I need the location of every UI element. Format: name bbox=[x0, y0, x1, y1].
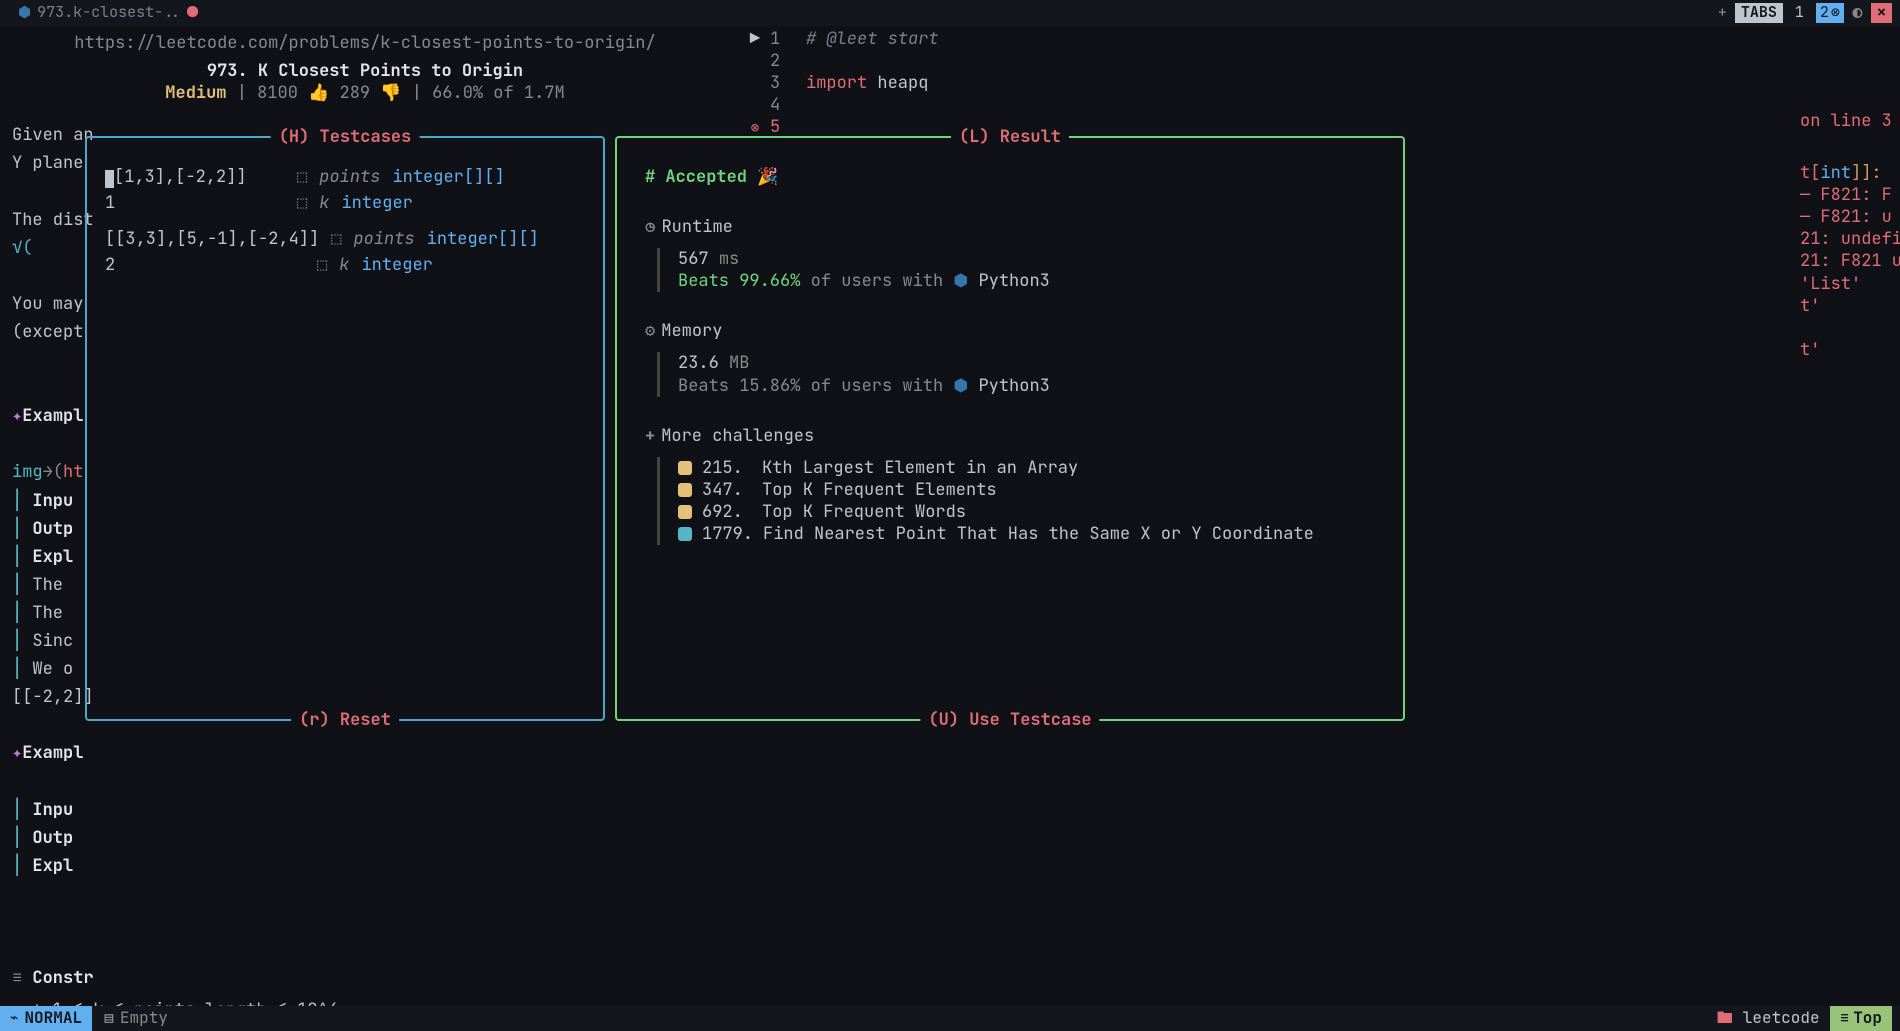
theme-toggle-icon[interactable]: ◐ bbox=[1852, 1, 1863, 24]
testcases-title: (H) Testcases bbox=[271, 126, 420, 148]
result-title: (L) Result bbox=[951, 126, 1069, 148]
memory-icon: ⚙ bbox=[645, 320, 655, 342]
result-panel: (L) Result # Accepted 🎉 ◷Runtime 567 ms … bbox=[615, 136, 1405, 721]
runtime-icon: ◷ bbox=[645, 216, 655, 238]
tab-2-close-icon[interactable]: ⊗ bbox=[1831, 3, 1840, 23]
constraint-1: * 1 ≤ k ≤ points.length ≤ 10^4 bbox=[32, 999, 718, 1006]
status-file: ▤ Empty bbox=[92, 1008, 180, 1029]
python-icon: ⬢ bbox=[953, 375, 978, 397]
testcase-1-k: 1 bbox=[105, 192, 285, 214]
runtime-beats: 99.66% bbox=[739, 270, 800, 292]
cursor-position: ≡ Top bbox=[1830, 1006, 1892, 1031]
error-icon: ⊗ bbox=[740, 119, 770, 137]
plus-icon: + bbox=[645, 425, 655, 447]
testcase-2[interactable]: [[3,3],[5,-1],[-2,4]] ⬚ points integer[]… bbox=[105, 228, 585, 276]
testcase-1[interactable]: [1,3],[-2,2]] ⬚ points integer[][] 1 ⬚ k… bbox=[105, 166, 585, 214]
tabs-label: TABS bbox=[1735, 3, 1783, 23]
close-button[interactable]: ✕ bbox=[1871, 3, 1892, 23]
runtime-value: 567 bbox=[678, 248, 709, 270]
python-icon: ⬢ bbox=[18, 3, 31, 23]
more-challenges-list: 215. Kth Largest Element in an Array 347… bbox=[657, 457, 1375, 545]
cube-icon: ⬚ bbox=[297, 192, 307, 214]
thumbs-up-icon: 👍 bbox=[308, 82, 329, 104]
status-line: ⌁ NORMAL ▤ Empty 🖿 leetcode ≡ Top bbox=[0, 1006, 1900, 1031]
testcase-2-points: [[3,3],[5,-1],[-2,4]] bbox=[105, 228, 319, 250]
difficulty-dot-icon bbox=[678, 461, 692, 475]
run-icon[interactable]: ▶ bbox=[740, 28, 770, 50]
position-icon: ≡ bbox=[1840, 1008, 1850, 1029]
problem-url: https://leetcode.com/problems/k-closest-… bbox=[12, 32, 718, 54]
lightbulb-icon: ✦ bbox=[12, 742, 22, 764]
thumbs-down-icon: 👎 bbox=[380, 82, 401, 104]
challenge-item[interactable]: 1779. Find Nearest Point That Has the Sa… bbox=[678, 523, 1375, 545]
modified-dot-icon: ● bbox=[187, 1, 198, 24]
cube-icon: ⬚ bbox=[331, 228, 341, 250]
new-tab-button[interactable]: + bbox=[1718, 3, 1727, 23]
tab-bar: ⬢ 973.k-closest-.. ● + TABS 1 2 ⊗ ◐ ✕ bbox=[0, 0, 1900, 26]
code-line-1: # @leet start bbox=[806, 28, 939, 50]
file-icon: ▤ bbox=[104, 1008, 114, 1029]
diagnostics-panel: on line 3 t[int]]: — F821: F — F821: u 2… bbox=[1800, 110, 1900, 361]
list-icon: ≡ bbox=[12, 967, 32, 989]
likes-count: 8100 bbox=[257, 82, 298, 104]
testcases-panel: (H) Testcases [1,3],[-2,2]] ⬚ points int… bbox=[85, 136, 605, 721]
folder-icon: 🖿 bbox=[1717, 1008, 1733, 1029]
challenge-item[interactable]: 692. Top K Frequent Words bbox=[678, 501, 1375, 523]
problem-title: 973. K Closest Points to Origin bbox=[12, 60, 718, 82]
accepted-status: # Accepted 🎉 bbox=[645, 166, 1375, 188]
problem-meta: Medium | 8100 👍 289 👎 | 66.0% of 1.7M bbox=[12, 82, 718, 104]
memory-beats: Beats 15.86% of users with bbox=[678, 375, 953, 397]
dislikes-count: 289 bbox=[340, 82, 371, 104]
vim-mode: ⌁ NORMAL bbox=[0, 1006, 92, 1031]
reset-button[interactable]: (r) Reset bbox=[291, 709, 399, 731]
difficulty-dot-icon bbox=[678, 483, 692, 497]
tab-2-button[interactable]: 2 ⊗ bbox=[1816, 3, 1844, 23]
tab-bar-right: + TABS 1 2 ⊗ ◐ ✕ bbox=[1718, 1, 1892, 24]
folder-name: leetcode bbox=[1743, 1008, 1820, 1029]
testcase-1-points: [1,3],[-2,2]] bbox=[105, 166, 285, 188]
lightbulb-icon: ✦ bbox=[12, 405, 22, 427]
tab-1-button[interactable]: 1 bbox=[1791, 3, 1808, 23]
testcase-2-k: 2 bbox=[105, 254, 305, 276]
tab-filename: 973.k-closest-.. bbox=[37, 3, 181, 23]
cube-icon: ⬚ bbox=[297, 166, 307, 188]
main-area: https://leetcode.com/problems/k-closest-… bbox=[0, 26, 1900, 1006]
cube-icon: ⬚ bbox=[317, 254, 327, 276]
tab-file[interactable]: ⬢ 973.k-closest-.. ● bbox=[8, 1, 208, 24]
difficulty-dot-icon bbox=[678, 505, 692, 519]
vim-icon: ⌁ bbox=[10, 1009, 18, 1027]
difficulty-dot-icon bbox=[678, 527, 692, 541]
python-icon: ⬢ bbox=[953, 270, 978, 292]
success-rate: 66.0% of 1.7M bbox=[432, 82, 565, 104]
memory-value: 23.6 bbox=[678, 352, 719, 374]
challenge-item[interactable]: 215. Kth Largest Element in an Array bbox=[678, 457, 1375, 479]
challenge-item[interactable]: 347. Top K Frequent Elements bbox=[678, 479, 1375, 501]
difficulty-badge: Medium bbox=[165, 82, 226, 104]
use-testcase-button[interactable]: (U) Use Testcase bbox=[920, 709, 1099, 731]
